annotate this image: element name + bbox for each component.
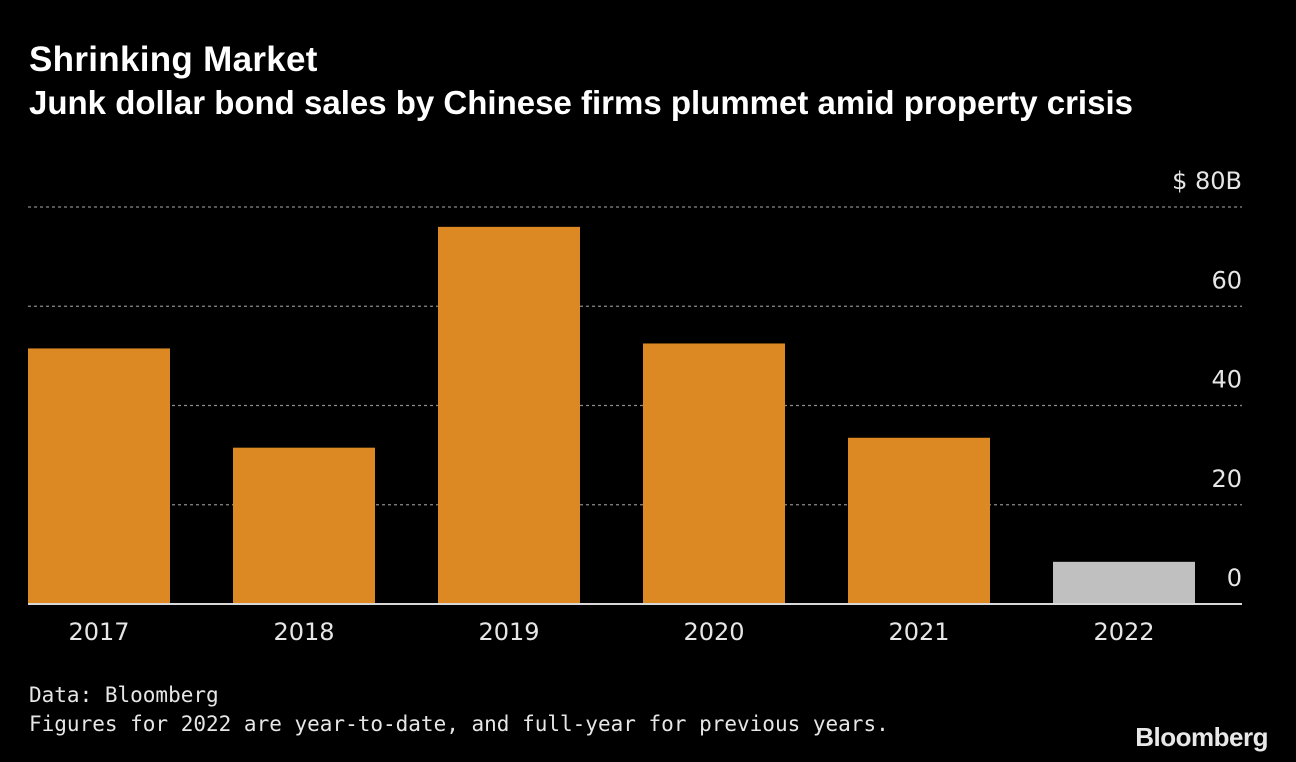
chart-footer: Data: Bloomberg Figures for 2022 are yea… xyxy=(29,681,889,739)
bloomberg-logo: Bloomberg xyxy=(1135,722,1268,752)
x-tick-label: 2019 xyxy=(478,618,539,646)
bar-2017 xyxy=(28,348,170,604)
bar-2018 xyxy=(233,447,375,604)
bars xyxy=(28,226,1195,604)
x-tick-label: 2021 xyxy=(888,618,949,646)
source-note: Data: Bloomberg xyxy=(29,683,219,707)
chart-title: Shrinking Market xyxy=(29,40,318,79)
chart-subtitle: Junk dollar bond sales by Chinese firms … xyxy=(29,84,1133,121)
bar-2021 xyxy=(848,437,990,604)
bar-2019 xyxy=(438,226,580,604)
bar-2022 xyxy=(1053,561,1195,604)
x-tick-label: 2017 xyxy=(68,618,129,646)
y-tick-label: 0 xyxy=(1227,564,1242,592)
footnote: Figures for 2022 are year-to-date, and f… xyxy=(29,712,889,736)
gridlines xyxy=(28,206,1242,506)
axes: 0 20 40 60 $ 80B 2017 2018 2019 2020 2021 2022 xyxy=(28,167,1242,646)
y-tick-label: 60 xyxy=(1211,266,1242,294)
x-tick-label: 2018 xyxy=(273,618,334,646)
y-tick-label: 20 xyxy=(1211,465,1242,493)
y-tick-label: $ 80B xyxy=(1172,167,1242,195)
bar-chart: 0 20 40 60 $ 80B 2017 2018 2019 2020 2021 2022 xyxy=(28,167,1242,646)
y-tick-label: 40 xyxy=(1211,366,1242,394)
x-tick-label: 2022 xyxy=(1093,618,1154,646)
bar-2020 xyxy=(643,343,785,604)
x-tick-label: 2020 xyxy=(683,618,744,646)
